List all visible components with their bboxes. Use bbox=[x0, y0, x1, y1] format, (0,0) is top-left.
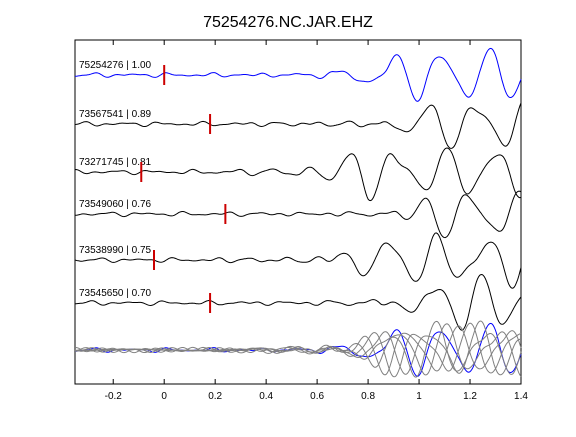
trace-waveform-1 bbox=[75, 47, 522, 102]
trace-label-5: 73538990 | 0.75 bbox=[79, 245, 152, 256]
trace-label-3: 73271745 | 0.81 bbox=[79, 157, 152, 168]
trace-3: 73271745 | 0.81 bbox=[74, 147, 522, 202]
x-tick-label-9: 1.4 bbox=[514, 391, 528, 402]
traces-layer: 75254276 | 1.00 73567541 | 0.89 73271745 |… bbox=[74, 47, 522, 331]
stack-trace-5 bbox=[74, 323, 522, 377]
x-tick-label-2: 0 bbox=[161, 391, 167, 402]
x-tick-label-5: 0.6 bbox=[310, 391, 324, 402]
trace-2: 73567541 | 0.89 bbox=[74, 102, 522, 149]
trace-label-2: 73567541 | 0.89 bbox=[79, 109, 152, 120]
x-tick-label-7: 1 bbox=[416, 391, 422, 402]
trace-4: 73549060 | 0.76 bbox=[75, 190, 522, 239]
x-axis-ticks: -0.2 0 0.2 0.4 0.6 0.8 1 1.2 1.4 bbox=[105, 40, 528, 402]
chart-title: 75254276.NC.JAR.EHZ bbox=[203, 14, 373, 31]
trace-label-1: 75254276 | 1.00 bbox=[79, 60, 152, 71]
trace-6: 73545650 | 0.70 bbox=[74, 273, 522, 331]
x-tick-label-1: -0.2 bbox=[105, 391, 123, 402]
x-tick-label-8: 1.2 bbox=[463, 391, 477, 402]
x-tick-label-6: 0.8 bbox=[361, 391, 375, 402]
trace-5: 73538990 | 0.75 bbox=[74, 232, 522, 289]
x-tick-label-3: 0.2 bbox=[208, 391, 222, 402]
trace-1: 75254276 | 1.00 bbox=[75, 47, 522, 102]
trace-waveform-5 bbox=[74, 232, 522, 289]
trace-waveform-6 bbox=[74, 273, 522, 331]
stack-overlay bbox=[74, 320, 522, 378]
trace-label-6: 73545650 | 0.70 bbox=[79, 288, 152, 299]
trace-waveform-3 bbox=[74, 147, 522, 202]
stack-trace-6 bbox=[74, 320, 522, 378]
axes-box bbox=[74, 39, 522, 385]
trace-waveform-4 bbox=[75, 190, 522, 239]
x-tick-label-4: 0.4 bbox=[259, 391, 273, 402]
trace-waveform-2 bbox=[74, 102, 522, 149]
trace-label-4: 73549060 | 0.76 bbox=[79, 199, 152, 210]
